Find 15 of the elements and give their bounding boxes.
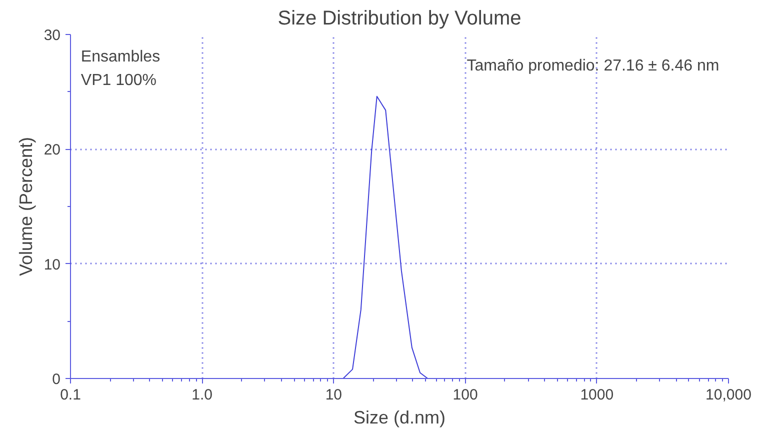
y-axis-title: Volume (Percent) bbox=[16, 136, 36, 276]
x-tick-label: 10,000 bbox=[706, 386, 752, 404]
x-tick-label: 1.0 bbox=[192, 386, 213, 404]
annotation: Tamaño promedio: 27.16 ± 6.46 nm bbox=[466, 57, 720, 74]
annotation: Ensambles VP1 100% bbox=[80, 48, 160, 90]
y-tick-label: 0 bbox=[52, 371, 60, 388]
x-tick-label: 100 bbox=[452, 386, 478, 404]
x-tick-label: 10 bbox=[325, 386, 342, 404]
chart-title: Size Distribution by Volume bbox=[278, 8, 522, 30]
x-axis-title: Size (d.nm) bbox=[353, 408, 446, 428]
x-tick-label: 0.1 bbox=[60, 386, 81, 404]
y-tick-label: 30 bbox=[44, 27, 61, 44]
y-tick-label: 10 bbox=[44, 256, 61, 274]
y-tick-label: 20 bbox=[44, 142, 61, 159]
x-tick-label: 1000 bbox=[580, 386, 614, 404]
